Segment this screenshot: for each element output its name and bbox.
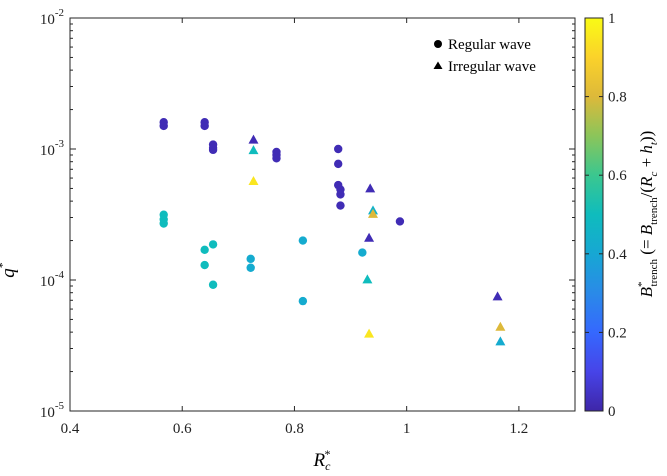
y-tick-label: 10-3 [40, 138, 65, 159]
regular-wave-point [208, 145, 218, 155]
irregular-wave-point [495, 336, 506, 346]
legend-box [425, 29, 570, 80]
legend-triangle-marker [433, 61, 443, 69]
legend: Regular wave Irregular wave [425, 29, 570, 80]
irregular-wave-point [248, 145, 259, 155]
irregular-wave-point [492, 291, 503, 301]
legend-label-regular: Regular wave [448, 37, 531, 53]
irregular-wave-point [365, 183, 376, 193]
regular-wave-point [395, 217, 405, 226]
plot-area-border [69, 17, 576, 412]
x-axis: 0.4 0.6 0.8 1 1.2 [61, 18, 529, 437]
regular-wave-point [200, 260, 209, 270]
y-tick-label: 10-2 [40, 7, 64, 28]
irregular-wave-point [368, 208, 378, 218]
regular-wave-point [334, 159, 343, 169]
regular-wave-point [200, 245, 209, 255]
x-axis-label: Rc* [313, 447, 332, 473]
colorbar-tick-label: 1 [608, 11, 616, 27]
colorbar-tick-label: 0 [608, 404, 616, 420]
regular-wave-point [208, 240, 218, 249]
plot-frame [69, 17, 576, 412]
colorbar-ticks: 0 0.2 0.4 0.6 0.8 1 [585, 11, 627, 420]
y-tick-label: 10-4 [40, 269, 65, 290]
irregular-wave-point [364, 232, 375, 242]
regular-wave-point [200, 121, 209, 131]
colorbar-tick-label: 0.6 [608, 168, 627, 184]
irregular-wave-point [248, 134, 259, 144]
colorbar-tick-label: 0.2 [608, 325, 627, 341]
colorbar-tick-label: 0.8 [608, 90, 627, 106]
colorbar-tick-label: 0.4 [608, 247, 627, 263]
legend-label-irregular: Irregular wave [448, 59, 536, 75]
regular-wave-point [159, 219, 168, 228]
irregular-wave-point [495, 321, 506, 331]
regular-wave-point [336, 190, 345, 199]
regular-wave-point [159, 121, 168, 131]
data-points [159, 118, 506, 346]
legend-circle-marker [434, 40, 442, 48]
regular-wave-point [358, 248, 367, 257]
colorbar [584, 17, 604, 412]
y-axis: 10-5 10-4 10-3 10-2 [40, 7, 575, 421]
regular-wave-point [298, 236, 308, 245]
y-tick-label: 10-5 [40, 400, 65, 421]
irregular-wave-point [248, 175, 259, 185]
irregular-wave-point [364, 328, 375, 338]
x-tick-label: 0.8 [285, 421, 304, 437]
regular-wave-point [334, 144, 343, 154]
x-tick-label: 0.6 [173, 421, 192, 437]
colorbar-label: B*trench (= Btrench/(Rc + ht)) [636, 131, 660, 298]
regular-wave-point [246, 254, 255, 264]
regular-wave-point [336, 201, 345, 210]
colorbar-gradient [584, 17, 604, 412]
regular-wave-point [272, 154, 281, 163]
x-tick-label: 1.2 [510, 421, 529, 437]
regular-wave-point [298, 296, 308, 306]
x-tick-label: 0.4 [61, 421, 80, 437]
regular-wave-point [208, 280, 218, 289]
regular-wave-point [246, 263, 255, 272]
y-axis-label: q* [0, 262, 19, 278]
irregular-wave-point [362, 274, 373, 284]
x-tick-label: 1 [403, 421, 411, 437]
